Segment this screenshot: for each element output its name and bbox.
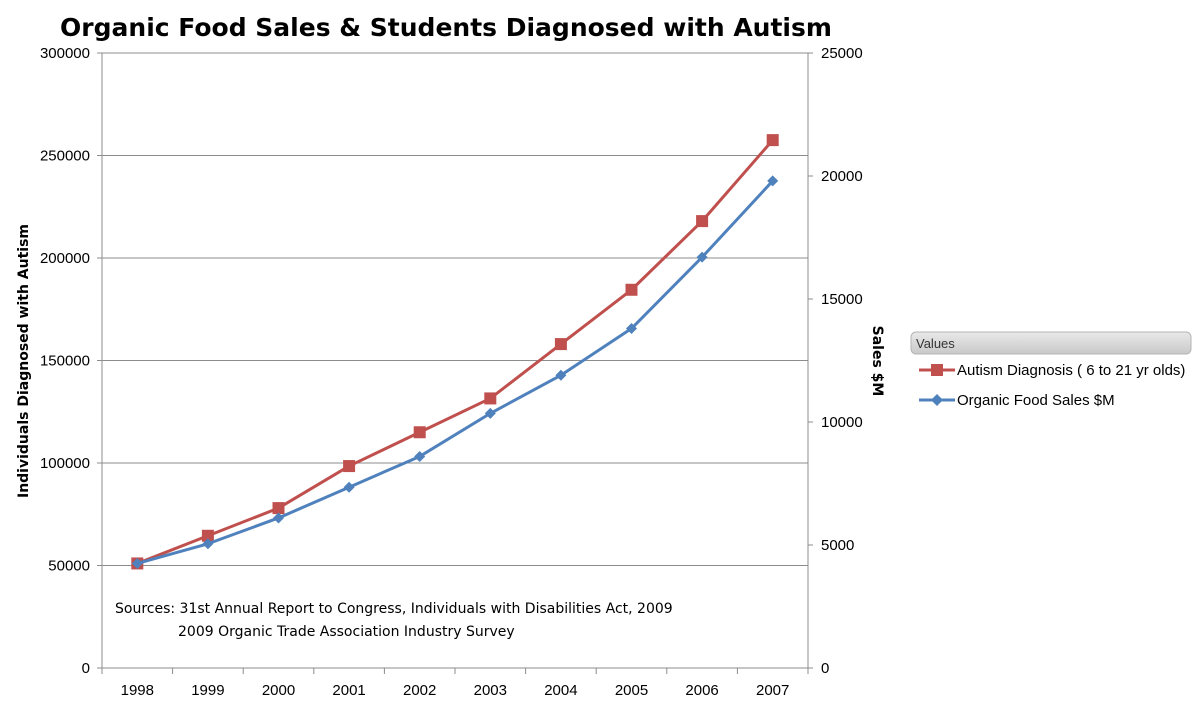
point-autism <box>766 134 779 147</box>
right-tick-label: 15000 <box>821 291 863 308</box>
source-line-2: 2009 Organic Trade Association Industry … <box>178 624 515 640</box>
legend: Values Autism Diagnosis ( 6 to 21 yr old… <box>910 331 1192 409</box>
left-tick-label: 200000 <box>40 250 90 267</box>
x-tick-label: 1998 <box>121 682 154 699</box>
x-tick-label: 2003 <box>474 682 507 699</box>
x-tick-label: 2007 <box>756 682 789 699</box>
point-autism <box>484 392 497 405</box>
gridlines <box>102 52 808 566</box>
x-tick-label: 2005 <box>615 682 648 699</box>
legend-header <box>910 331 1192 355</box>
left-tick-label: 100000 <box>40 455 90 472</box>
point-organic <box>202 538 214 550</box>
x-tick-label: 1999 <box>191 682 224 699</box>
right-tick-label: 5000 <box>821 537 854 554</box>
legend-autism-label: Autism Diagnosis ( 6 to 21 yr olds) <box>957 362 1185 379</box>
x-tick-label: 2002 <box>403 682 436 699</box>
left-tick-label: 0 <box>82 660 90 677</box>
point-autism <box>696 215 709 228</box>
point-autism <box>554 338 567 351</box>
point-organic <box>484 407 496 419</box>
left-axis-ticks: 0 50000 100000 150000 200000 250000 300000 <box>40 45 102 677</box>
point-organic <box>343 481 355 493</box>
left-tick-label: 250000 <box>40 148 90 165</box>
point-organic <box>696 251 708 263</box>
series-line-organic <box>136 179 774 565</box>
legend-organic-label: Organic Food Sales $M <box>957 392 1115 409</box>
point-autism <box>343 460 356 473</box>
right-tick-label: 25000 <box>821 45 863 62</box>
point-organic <box>131 557 143 569</box>
x-tick-label: 2001 <box>332 682 365 699</box>
point-autism <box>625 283 638 296</box>
right-axis-ticks: 0 5000 10000 15000 20000 25000 <box>808 45 863 677</box>
legend-organic-marker <box>931 394 943 406</box>
right-axis-title: Sales $M <box>869 326 885 397</box>
point-autism <box>272 502 285 515</box>
left-axis-title: Individuals Diagnosed with Autism <box>16 224 32 498</box>
point-autism <box>413 426 426 439</box>
right-tick-label: 0 <box>821 660 829 677</box>
point-organic <box>414 450 426 462</box>
left-tick-label: 50000 <box>48 558 90 575</box>
series-line-autism <box>136 139 774 565</box>
left-tick-label: 300000 <box>40 45 90 62</box>
x-tick-label: 2000 <box>262 682 295 699</box>
point-autism <box>201 529 214 542</box>
source-line-1: Sources: 31st Annual Report to Congress,… <box>115 601 673 617</box>
point-organic <box>555 369 567 381</box>
x-tick-label: 2006 <box>685 682 718 699</box>
legend-autism-marker <box>931 364 943 376</box>
right-tick-label: 10000 <box>821 414 863 431</box>
series-group <box>131 134 779 570</box>
chart-title: Organic Food Sales & Students Diagnosed … <box>60 13 832 42</box>
right-tick-label: 20000 <box>821 168 863 185</box>
left-tick-label: 150000 <box>40 353 90 370</box>
point-organic <box>273 512 284 524</box>
x-axis-ticks: 1998 1999 2000 2001 2002 2003 2004 2005 2006 2007 <box>101 668 809 699</box>
point-organic <box>626 323 637 335</box>
point-organic <box>767 175 779 187</box>
legend-header-label: Values <box>916 336 955 351</box>
x-tick-label: 2004 <box>544 682 577 699</box>
